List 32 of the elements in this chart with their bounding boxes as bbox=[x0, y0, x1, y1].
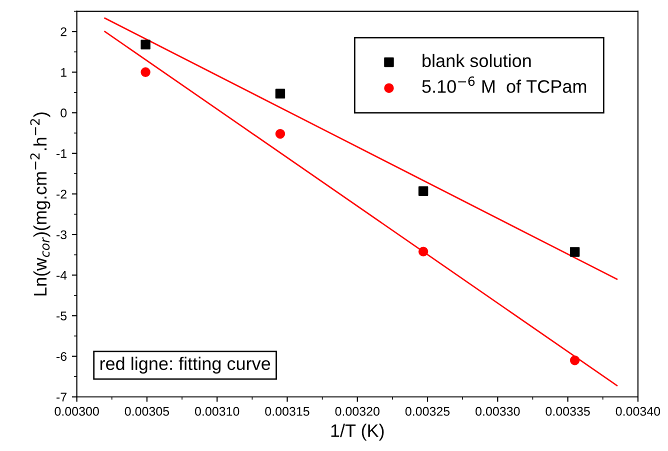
y-tick-label: -5 bbox=[56, 312, 67, 320]
y-tick-label: -7 bbox=[56, 392, 66, 402]
y-tick-label: -6 bbox=[56, 352, 67, 361]
y-tick-label: -4 bbox=[56, 271, 67, 280]
legend-label: 5.10$^{−6}$ M of TCPam bbox=[422, 76, 586, 93]
point bbox=[140, 67, 150, 78]
x-tick-label: 0.00315 bbox=[265, 406, 310, 416]
y-tick-label: 1 bbox=[61, 68, 66, 77]
x-tick-label: 0.00340 bbox=[616, 406, 660, 416]
legend-label: blank solution bbox=[422, 54, 531, 68]
point bbox=[418, 186, 428, 196]
point bbox=[275, 128, 286, 139]
point bbox=[140, 40, 150, 50]
x-tick-label: 0.00325 bbox=[405, 406, 450, 416]
annotation: red ligne: fitting curve bbox=[100, 356, 270, 374]
x-tick-label: 0.00305 bbox=[124, 406, 170, 416]
y-axis-title: Ln(w$_{cor}$)(mg.cm$^{−2}$.h$^{−2}$) bbox=[30, 112, 50, 296]
y-tick-label: -3 bbox=[56, 230, 67, 240]
x-axis-title: 1/T (K) bbox=[331, 424, 384, 441]
y-tick-label: 2 bbox=[60, 27, 66, 36]
y-tick-label: -1 bbox=[56, 149, 66, 158]
point bbox=[418, 246, 428, 256]
x-tick-label: 0.00300 bbox=[54, 406, 99, 416]
x-tick-label: 0.00335 bbox=[546, 406, 590, 416]
x-tick-label: 0.00310 bbox=[195, 406, 240, 416]
point bbox=[570, 247, 580, 257]
point bbox=[570, 355, 580, 366]
y-tick-label: -2 bbox=[56, 190, 66, 198]
y-tick-label: 0 bbox=[60, 108, 67, 118]
x-tick-label: 0.00320 bbox=[335, 406, 380, 416]
x-tick-label: 0.00330 bbox=[476, 406, 520, 416]
point bbox=[275, 88, 286, 99]
